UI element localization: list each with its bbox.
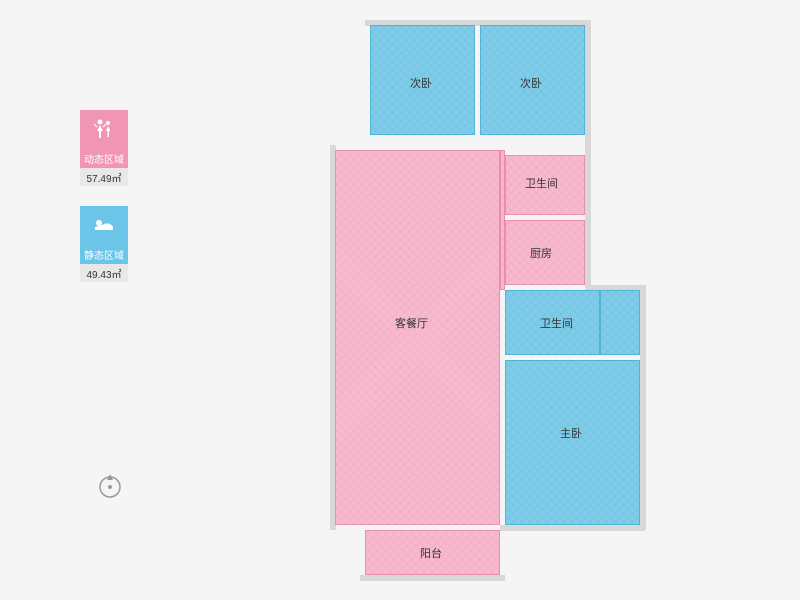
people-icon — [80, 110, 128, 148]
wall — [360, 575, 505, 581]
room-label-balcony: 阳台 — [420, 545, 442, 561]
compass-icon — [95, 470, 125, 500]
room-master — [505, 360, 640, 525]
room-static_corridor — [600, 290, 640, 355]
room-label-master: 主卧 — [560, 425, 582, 441]
room-label-bathroom1: 卫生间 — [525, 175, 558, 191]
room-living — [335, 150, 500, 525]
legend-static-label: 静态区域 — [80, 244, 128, 264]
floorplan: 次卧次卧卫生间厨房客餐厅卫生间主卧阳台 — [270, 25, 700, 585]
room-label-bathroom2: 卫生间 — [540, 315, 573, 331]
room-label-bedroom2a: 次卧 — [410, 75, 432, 91]
legend-static: 静态区域 49.43㎡ — [80, 206, 128, 282]
room-living_ext — [500, 150, 505, 290]
wall — [585, 20, 591, 290]
sleep-icon — [80, 206, 128, 244]
legend-static-value: 49.43㎡ — [80, 264, 128, 282]
legend-panel: 动态区域 57.49㎡ 静态区域 49.43㎡ — [80, 110, 128, 302]
wall — [500, 525, 645, 531]
room-label-bedroom2b: 次卧 — [520, 75, 542, 91]
legend-dynamic-value: 57.49㎡ — [80, 168, 128, 186]
legend-dynamic-label: 动态区域 — [80, 148, 128, 168]
room-label-living: 客餐厅 — [395, 315, 428, 331]
wall — [640, 285, 646, 530]
room-label-kitchen: 厨房 — [530, 245, 552, 261]
legend-dynamic: 动态区域 57.49㎡ — [80, 110, 128, 186]
